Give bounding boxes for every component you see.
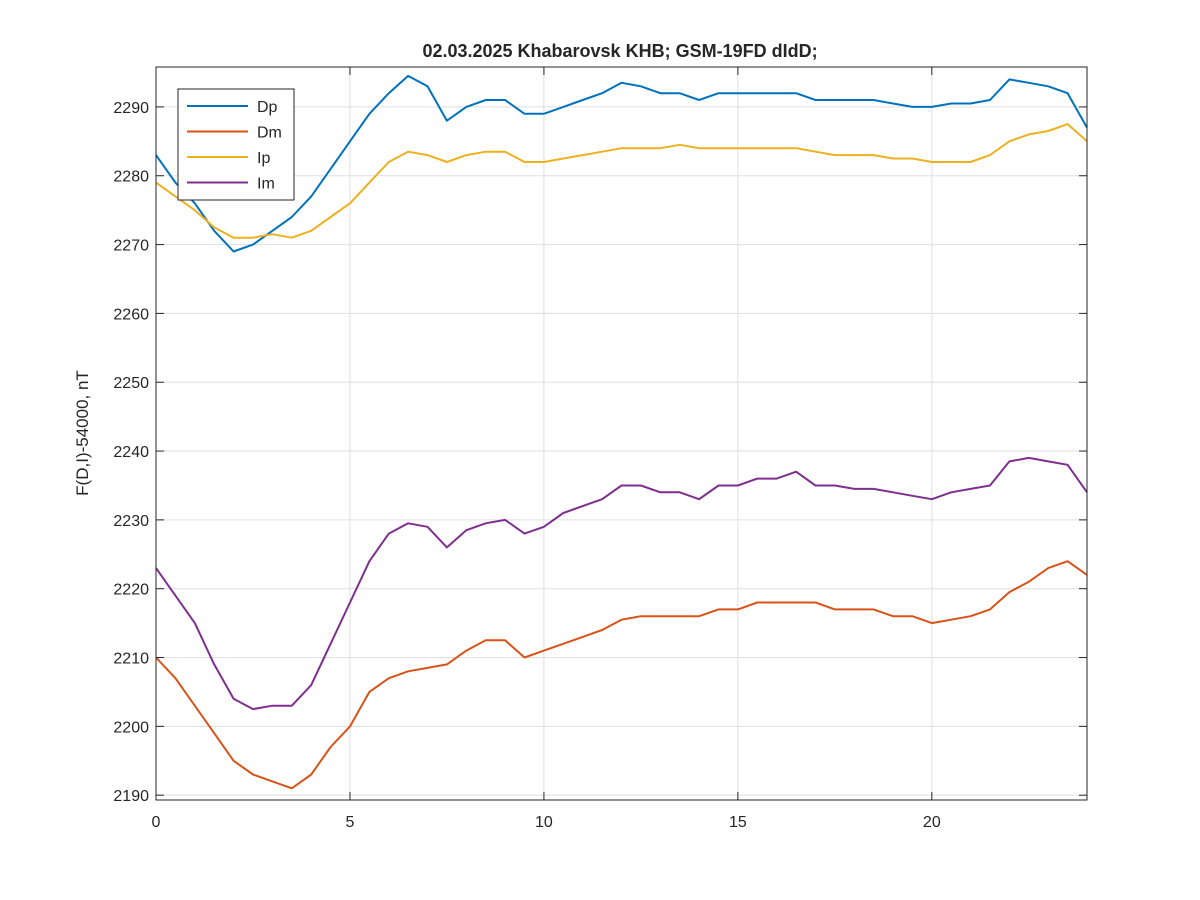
series-line-im	[155, 456, 1088, 711]
legend: Dp Dm Ip Im	[177, 88, 295, 201]
plot-frame	[155, 66, 1088, 801]
y-tick-label: 2270	[113, 238, 149, 255]
x-tick-label: 20	[923, 814, 941, 831]
x-tick-label: 15	[729, 814, 747, 831]
y-tick-label: 2250	[113, 375, 149, 392]
legend-label-ip: Ip	[257, 150, 270, 167]
y-tick-label: 2200	[113, 719, 149, 736]
y-tick-label: 2220	[113, 582, 149, 599]
y-tick-label: 2290	[113, 100, 149, 117]
grid	[155, 67, 1087, 800]
axis-ticks	[155, 67, 1087, 800]
y-tick-label: 2230	[113, 513, 149, 530]
y-tick-label: 2260	[113, 306, 149, 323]
y-tick-label: 2240	[113, 444, 149, 461]
series-line-ip	[155, 123, 1088, 239]
y-tick-label: 2190	[113, 788, 149, 805]
series-lines	[155, 74, 1088, 790]
plot-background	[156, 67, 1087, 800]
chart-title: 02.03.2025 Khabarovsk KHB; GSM-19FD dIdD…	[422, 41, 817, 61]
legend-label-dm: Dm	[257, 125, 282, 142]
series-line-dm	[155, 560, 1088, 790]
x-tick-label: 5	[346, 814, 355, 831]
legend-label-dp: Dp	[257, 99, 278, 116]
legend-label-im: Im	[257, 176, 275, 193]
y-axis-label: F(D,I)-54000, nT	[73, 370, 92, 496]
x-tick-label: 10	[535, 814, 553, 831]
series-line-dp	[155, 74, 1088, 253]
x-tick-labels: 0 5 10 15 20	[152, 814, 941, 831]
x-tick-label: 0	[152, 814, 161, 831]
y-tick-labels: 2190 2200 2210 2220 2230 2240 2250 2260 2270 2280…	[113, 100, 149, 805]
plot-area	[155, 66, 1088, 801]
y-tick-label: 2280	[113, 169, 149, 186]
y-tick-label: 2210	[113, 651, 149, 668]
